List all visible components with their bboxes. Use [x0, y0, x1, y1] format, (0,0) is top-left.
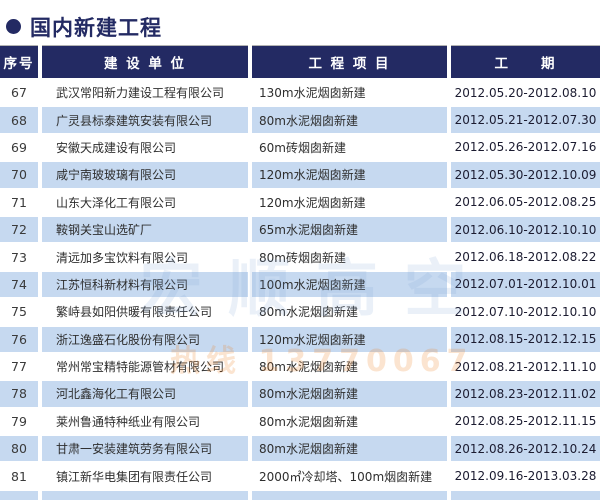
cell-period: 2012.05.21-2012.07.30 — [451, 107, 600, 133]
table-row: 78 河北鑫海化工有限公司 80m水泥烟囱新建 2012.08.23-2012.… — [0, 381, 600, 407]
cell-company: 清远加多宝饮料有限公司 — [42, 244, 248, 270]
cell-project: 120m水泥烟囱新建 — [252, 162, 447, 188]
table-row: 77 常州常宝精特能源管材有限公司 80m水泥烟囱新建 2012.08.21-2… — [0, 353, 600, 380]
cell-period: 2012.09.16-2013.03.28 — [451, 463, 600, 489]
cell-company: 咸宁南玻玻璃有限公司 — [42, 162, 248, 188]
cell-company: 山东大泽化工有限公司 — [42, 189, 248, 215]
header-project: 工 程 项 目 — [252, 45, 447, 78]
cell-num: 72 — [0, 216, 38, 243]
cell-period: 2012.08.23-2012.11.02 — [451, 381, 600, 407]
table-row: 70 咸宁南玻玻璃有限公司 120m水泥烟囱新建 2012.05.30-2012… — [0, 162, 600, 188]
cell-num: 74 — [0, 271, 38, 298]
cell-project: 80m砖烟囱新建 — [252, 244, 447, 270]
cell-num: 78 — [0, 381, 38, 407]
table-row: 81 镇江新华电集团有限责任公司 2000㎡冷却塔、100m烟囱新建 2012.… — [0, 463, 600, 489]
page-title: 国内新建工程 — [30, 15, 162, 40]
cell-num: 79 — [0, 408, 38, 435]
cell-period: 2012.05.20-2012.08.10 — [451, 80, 600, 106]
cell-company: 鞍钢关宝山选矿厂 — [42, 216, 248, 243]
table-row: 69 安徽天成建设有限公司 60m砖烟囱新建 2012.05.26-2012.0… — [0, 134, 600, 161]
cell-period: 2012.08.26-2012.10.24 — [451, 436, 600, 462]
table-row: 73 清远加多宝饮料有限公司 80m砖烟囱新建 2012.06.18-2012.… — [0, 244, 600, 270]
cell-project: 2000㎡冷却塔、100m烟囱新建 — [252, 463, 447, 489]
cell-project: 100m水泥烟囱新建 — [252, 271, 447, 298]
cell-company: 江苏恒科新材料有限公司 — [42, 271, 248, 298]
header-num: 序号 — [0, 45, 38, 78]
cell-company: 繁峙县如阳供暖有限责任公司 — [42, 299, 248, 325]
cell-period: 2012.07.10-2012.10.10 — [451, 299, 600, 325]
table-row: 71 山东大泽化工有限公司 120m水泥烟囱新建 2012.06.05-2012… — [0, 189, 600, 215]
table-row: 75 繁峙县如阳供暖有限责任公司 80m水泥烟囱新建 2012.07.10-20… — [0, 299, 600, 325]
cell-period: 2012.06.10-2012.10.10 — [451, 216, 600, 243]
cell-project: 80m水泥烟囱新建 — [252, 381, 447, 407]
cell-period: 2012.08.25-2012.11.15 — [451, 408, 600, 435]
table-row: 76 浙江逸盛石化股份有限公司 120m水泥烟囱新建 2012.08.15-20… — [0, 326, 600, 352]
table-row: 68 广灵县标泰建筑安装有限公司 80m水泥烟囱新建 2012.05.21-20… — [0, 107, 600, 133]
table-row: 74 江苏恒科新材料有限公司 100m水泥烟囱新建 2012.07.01-201… — [0, 271, 600, 298]
table-row: 67 武汉常阳新力建设工程有限公司 130m水泥烟囱新建 2012.05.20-… — [0, 80, 600, 106]
cell-period: 2012.08.15-2012.12.15 — [451, 326, 600, 352]
cell-num: 70 — [0, 162, 38, 188]
cell-company: 常州常宝精特能源管材有限公司 — [42, 353, 248, 380]
cell-num: 75 — [0, 299, 38, 325]
cell-project: 80m水泥烟囱新建 — [252, 408, 447, 435]
cell-company: 镇江新华电集团有限责任公司 — [42, 463, 248, 489]
cell-project: 80m水泥烟囱新建 — [252, 353, 447, 380]
cell-num: 71 — [0, 189, 38, 215]
cell-project: 80m水泥烟囱新建 — [252, 299, 447, 325]
cell-num: 80 — [0, 436, 38, 462]
cell-project: 130m水泥烟囱新建 — [252, 80, 447, 106]
cell-company: 莱州鲁通特种纸业有限公司 — [42, 408, 248, 435]
cell-period: 2012.07.01-2012.10.01 — [451, 271, 600, 298]
cell-project: 65m水泥烟囱新建 — [252, 216, 447, 243]
cell-project: 60m砖烟囱新建 — [252, 134, 447, 161]
cell-project: 80m水泥烟囱新建 — [252, 436, 447, 462]
cell-project: 120m水泥烟囱新建 — [252, 189, 447, 215]
table-row: 72 鞍钢关宝山选矿厂 65m水泥烟囱新建 2012.06.10-2012.10… — [0, 216, 600, 243]
cell-project: 80m水泥烟囱新建 — [252, 107, 447, 133]
table-header: 序号 建 设 单 位 工 程 项 目 工 期 — [0, 45, 600, 78]
cell-period: 2012.08.21-2012.11.10 — [451, 353, 600, 380]
cell-period: 2012.05.30-2012.10.09 — [451, 162, 600, 188]
cell-num: 73 — [0, 244, 38, 270]
cell-num: 81 — [0, 463, 38, 489]
cell-num: 77 — [0, 353, 38, 380]
cell-company: 广灵县标泰建筑安装有限公司 — [42, 107, 248, 133]
table-row: 80 甘肃一安装建筑劳务有限公司 80m水泥烟囱新建 2012.08.26-20… — [0, 436, 600, 462]
bullet-icon — [6, 19, 21, 34]
cell-num: 67 — [0, 80, 38, 106]
cell-company: 安徽天成建设有限公司 — [42, 134, 248, 161]
cell-num: 76 — [0, 326, 38, 352]
cell-period: 2012.06.18-2012.08.22 — [451, 244, 600, 270]
cell-company: 甘肃一安装建筑劳务有限公司 — [42, 436, 248, 462]
cell-num: 68 — [0, 107, 38, 133]
header-period: 工 期 — [451, 45, 600, 78]
next-row-sliver — [0, 490, 600, 500]
section-title: 国内新建工程 — [0, 0, 600, 43]
table-row: 79 莱州鲁通特种纸业有限公司 80m水泥烟囱新建 2012.08.25-201… — [0, 408, 600, 435]
cell-period: 2012.05.26-2012.07.16 — [451, 134, 600, 161]
cell-company: 浙江逸盛石化股份有限公司 — [42, 326, 248, 352]
cell-company: 河北鑫海化工有限公司 — [42, 381, 248, 407]
cell-project: 120m水泥烟囱新建 — [252, 326, 447, 352]
table-body: 67 武汉常阳新力建设工程有限公司 130m水泥烟囱新建 2012.05.20-… — [0, 80, 600, 489]
header-company: 建 设 单 位 — [42, 45, 248, 78]
cell-period: 2012.06.05-2012.08.25 — [451, 189, 600, 215]
cell-num: 69 — [0, 134, 38, 161]
cell-company: 武汉常阳新力建设工程有限公司 — [42, 80, 248, 106]
